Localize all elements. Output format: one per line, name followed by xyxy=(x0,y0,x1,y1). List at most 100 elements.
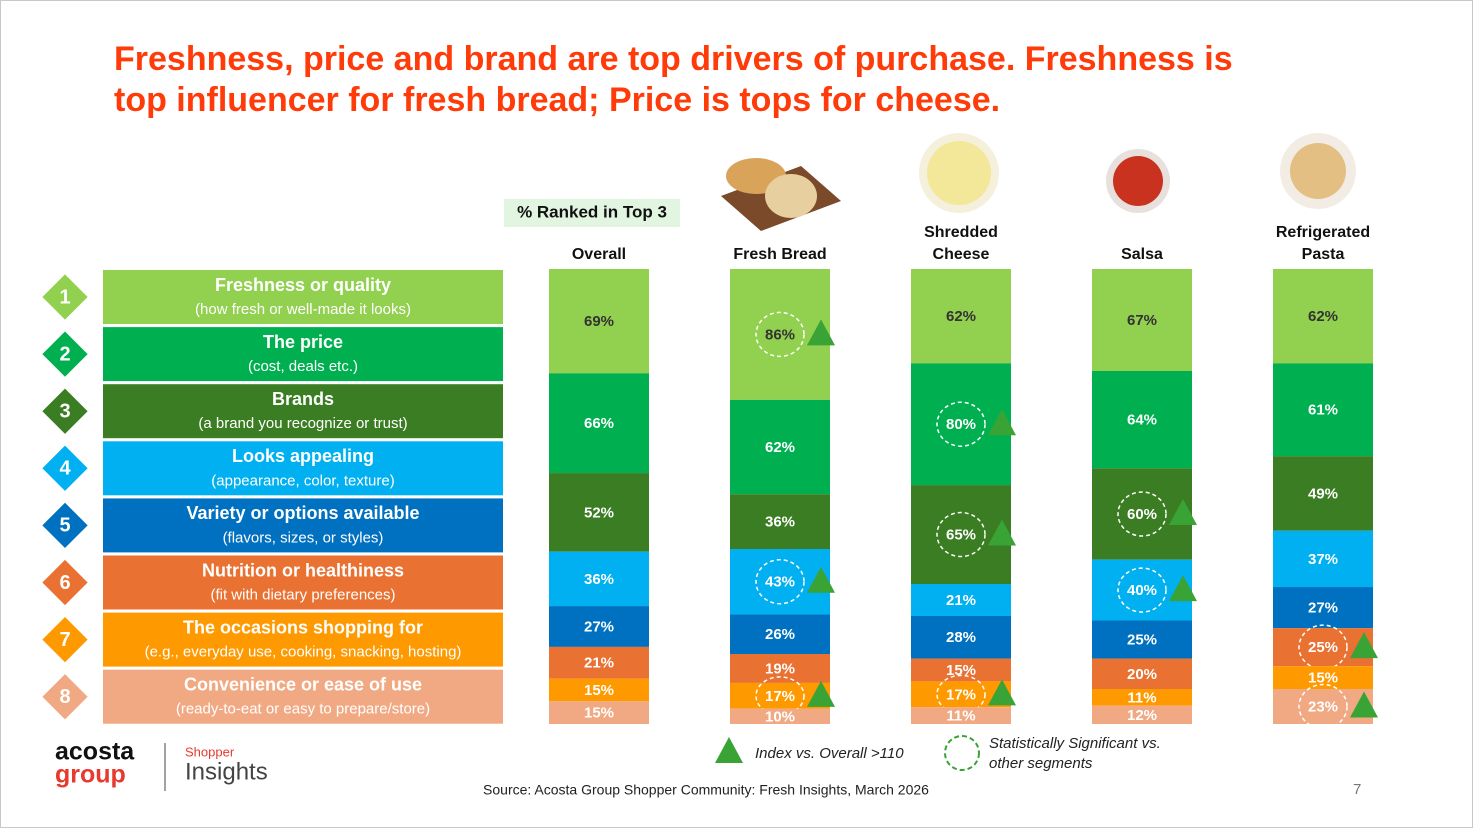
rank-number: 3 xyxy=(59,400,70,422)
value-label: 15% xyxy=(584,682,614,699)
value-label: 61% xyxy=(1308,402,1338,419)
value-label: 36% xyxy=(765,514,795,531)
bar-segment xyxy=(730,399,830,495)
significance-circle xyxy=(1117,491,1167,537)
factor-name: The price xyxy=(263,332,343,352)
value-label: 27% xyxy=(1308,600,1338,617)
category-label: Fresh Bread xyxy=(733,246,827,263)
factor-name: Variety or options available xyxy=(186,503,419,523)
bar-segment xyxy=(911,269,1011,364)
factor-row xyxy=(103,612,503,667)
rank-diamond xyxy=(39,271,91,323)
value-label: 17% xyxy=(946,686,976,703)
title-line: Freshness, price and brand are top drive… xyxy=(114,40,1233,78)
factor-description: (how fresh or well-made it looks) xyxy=(195,301,411,318)
factor-description: (appearance, color, texture) xyxy=(211,472,394,489)
bar-segment xyxy=(1273,530,1373,588)
rank-number: 8 xyxy=(59,686,70,708)
logo-bottom: group xyxy=(55,761,126,789)
rank-number: 7 xyxy=(59,629,70,651)
value-label: 20% xyxy=(1127,666,1157,683)
bar-segment xyxy=(1092,620,1192,659)
value-label: 15% xyxy=(946,662,976,679)
bar-segment xyxy=(549,269,649,374)
factor-name: Freshness or quality xyxy=(215,275,391,295)
significance-circle xyxy=(1298,683,1348,730)
product-images xyxy=(721,133,1356,231)
value-label: 52% xyxy=(584,504,614,521)
value-label: 62% xyxy=(765,439,795,456)
subtitle: % Ranked in Top 3 xyxy=(517,202,667,221)
index-triangle xyxy=(1169,499,1197,525)
brand-large: Insights xyxy=(185,758,268,785)
bar-segment xyxy=(911,658,1011,682)
legend-index: Index vs. Overall >110 xyxy=(755,745,904,762)
legend-significance: Statistically Significant vs. other segm… xyxy=(989,735,1161,772)
category-label: Shredded Cheese xyxy=(924,224,998,263)
bar-segment xyxy=(1092,705,1192,724)
bar-segment xyxy=(1273,666,1373,689)
category-label: Overall xyxy=(571,246,627,263)
category-label: Refrigerated Pasta xyxy=(1275,224,1371,263)
factor-description: (fit with dietary preferences) xyxy=(210,586,395,603)
value-label: 19% xyxy=(765,660,795,677)
bar-segment xyxy=(1273,363,1373,457)
bar-segment xyxy=(1273,587,1373,629)
value-label: 69% xyxy=(584,313,614,330)
value-label: 15% xyxy=(1308,670,1338,687)
significance-circle xyxy=(755,558,805,605)
value-label: 62% xyxy=(1308,308,1338,325)
index-triangle xyxy=(988,409,1016,436)
source: Source: Acosta Group Shopper Community: … xyxy=(483,782,929,798)
significance-circle xyxy=(755,311,805,358)
bar-segment xyxy=(730,614,830,654)
value-label: 60% xyxy=(1127,506,1157,523)
factor-row xyxy=(103,555,503,610)
significance-circle xyxy=(1117,567,1167,613)
factor-description: (cost, deals etc.) xyxy=(248,358,358,375)
factor-description: (e.g., everyday use, cooking, snacking, … xyxy=(145,644,462,661)
value-label: 21% xyxy=(584,655,614,672)
rank-number: 1 xyxy=(59,286,70,308)
bar-segment xyxy=(730,708,830,724)
page-number: 7 xyxy=(1353,781,1361,798)
rank-number: 4 xyxy=(59,458,71,480)
bar-segment xyxy=(549,551,649,607)
index-triangle xyxy=(988,679,1016,706)
factor-row xyxy=(103,441,503,496)
value-label: 86% xyxy=(765,326,795,343)
factor-description: (flavors, sizes, or styles) xyxy=(223,529,384,546)
value-label: 40% xyxy=(1127,582,1157,599)
bar-segment xyxy=(1092,658,1192,689)
value-label: 37% xyxy=(1308,551,1338,568)
value-label: 49% xyxy=(1308,485,1338,502)
rank-diamond xyxy=(39,385,91,437)
bar-segment xyxy=(549,606,649,647)
value-label: 66% xyxy=(584,415,614,432)
rank-diamond xyxy=(39,442,91,494)
value-label: 11% xyxy=(1127,689,1156,706)
value-label: 25% xyxy=(1127,632,1157,649)
factor-name: Looks appealing xyxy=(232,446,374,466)
rank-diamond xyxy=(39,614,91,666)
bar-segment xyxy=(549,473,649,552)
bar-segment xyxy=(911,584,1011,616)
rank-number: 6 xyxy=(59,572,70,594)
bar-segment xyxy=(730,654,830,683)
bar-segment xyxy=(549,701,649,724)
significance-circle xyxy=(936,511,986,558)
bar-segment xyxy=(1273,456,1373,531)
significance-circle xyxy=(755,676,805,716)
value-label: 17% xyxy=(765,688,795,705)
category-label: Salsa xyxy=(1121,246,1163,263)
bar-segment xyxy=(549,373,649,474)
brand-small: Shopper xyxy=(185,744,235,759)
value-label: 67% xyxy=(1127,312,1157,329)
factor-name: Nutrition or healthiness xyxy=(202,560,404,580)
factor-description: (ready-to-eat or easy to prepare/store) xyxy=(176,701,430,718)
value-label: 15% xyxy=(584,705,614,722)
index-triangle xyxy=(1350,691,1378,718)
value-label: 62% xyxy=(946,308,976,325)
